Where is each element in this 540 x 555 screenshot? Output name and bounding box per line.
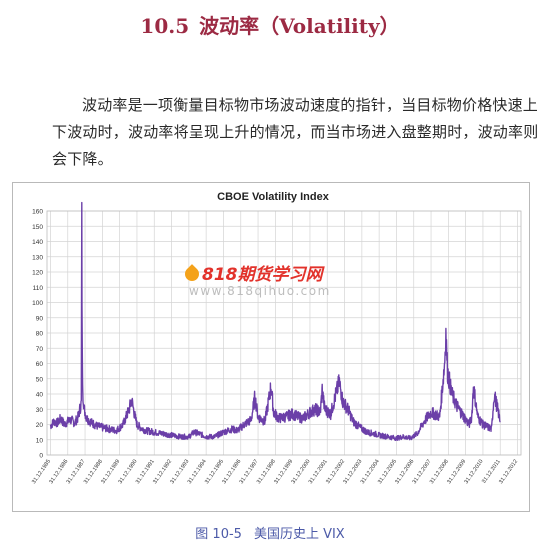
y-tick-label: 40 [36, 392, 44, 399]
y-tick-label: 20 [36, 422, 44, 429]
y-tick-label: 130 [32, 254, 43, 261]
watermark-logo-text: 818期货学习网 [202, 265, 323, 285]
y-tick-label: 30 [36, 407, 44, 414]
plot-area-border [46, 210, 522, 456]
y-tick-label: 150 [32, 224, 43, 231]
flame-icon [182, 264, 202, 284]
section-number: 10.5 [140, 14, 190, 38]
y-tick-label: 90 [36, 315, 44, 322]
chart-title: CBOE Volatility Index [217, 191, 330, 203]
vix-chart: CBOE Volatility Index 0 10 20 30 40 50 60 70 80 9… [31, 191, 522, 485]
y-axis-ticks: 0 10 20 30 40 50 60 70 80 90 100 110 120 130 140 150 160 [32, 209, 43, 460]
watermark-url: www.818qihuo.com [189, 284, 331, 298]
figure-text: 美国历史上 VIX [253, 527, 345, 542]
watermark-logo: 818期货学习网 [182, 260, 323, 285]
chart-frame: CBOE Volatility Index 0 10 20 30 40 50 60 70 80 9… [12, 182, 530, 512]
watermark: 818期货学习网 www.818qihuo.com [182, 260, 355, 305]
y-tick-label: 60 [36, 361, 44, 368]
chart-grid [46, 210, 522, 456]
y-tick-label: 0 [39, 453, 43, 460]
x-axis-ticks: 31.12.198531.12.198631.12.198731.12.1988… [31, 459, 519, 485]
section-title: 波动率（Volatility） [199, 14, 400, 38]
y-tick-label: 160 [32, 209, 43, 216]
figure-number: 图 10-5 [195, 527, 242, 542]
y-tick-label: 100 [32, 300, 43, 307]
y-tick-label: 50 [36, 376, 44, 383]
section-heading: 10.5 波动率（Volatility） [0, 10, 540, 39]
y-tick-label: 140 [32, 239, 43, 246]
y-tick-label: 70 [36, 346, 44, 353]
y-tick-label: 80 [36, 331, 44, 338]
vix-series-line [49, 201, 501, 441]
y-tick-label: 120 [32, 270, 43, 277]
figure-caption: 图 10-5 美国历史上 VIX [0, 523, 540, 542]
y-tick-label: 110 [33, 285, 44, 292]
body-paragraph: 波动率是一项衡量目标物市场波动速度的指针，当目标物价格快速上下波动时，波动率将呈… [52, 96, 539, 168]
y-tick-label: 10 [36, 437, 44, 444]
